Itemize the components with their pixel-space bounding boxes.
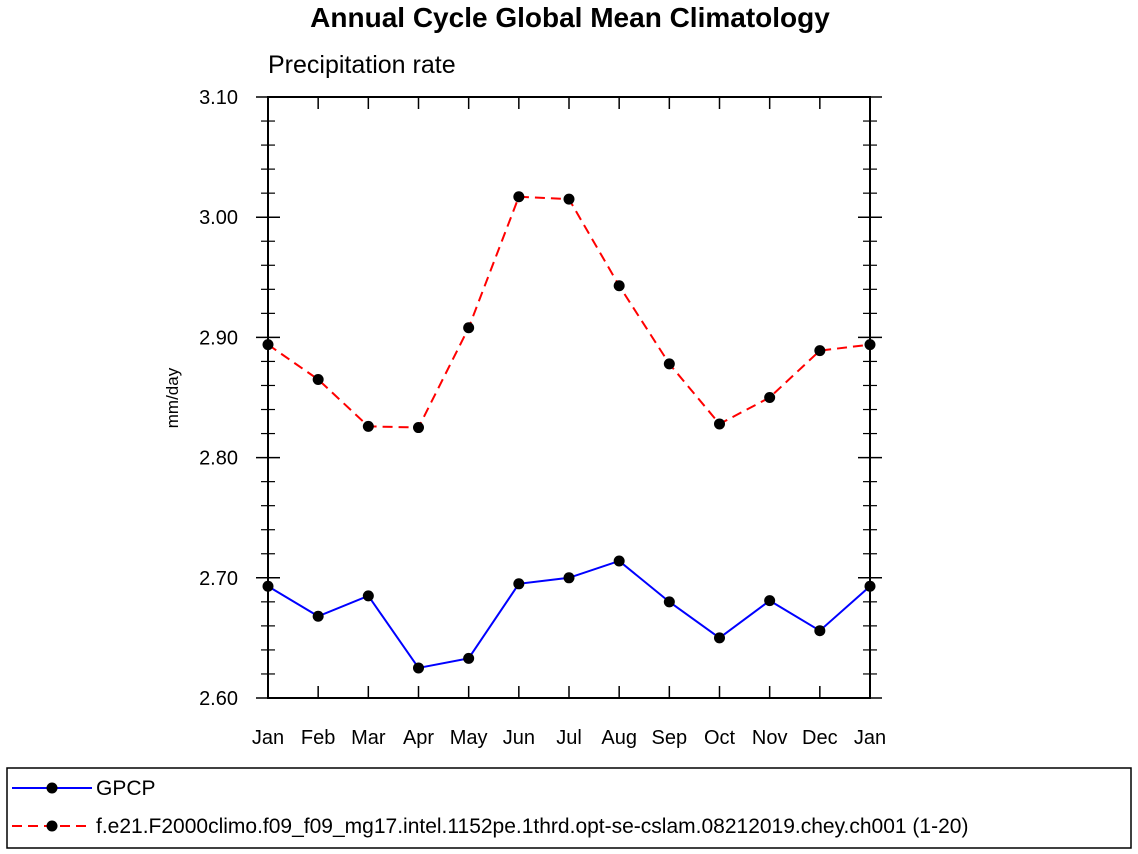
data-point [764, 595, 776, 607]
data-point [413, 662, 424, 674]
data-point [513, 191, 525, 203]
x-tick-label: Jan [854, 727, 886, 749]
data-point [764, 392, 776, 403]
data-point [864, 580, 876, 592]
data-point [362, 590, 374, 602]
x-tick-label: Feb [301, 727, 335, 749]
data-point [864, 339, 876, 351]
x-tick-label: Jun [503, 727, 535, 749]
y-tick-label: 3.00 [199, 207, 238, 229]
x-tick-label: Aug [601, 727, 637, 749]
y-tick-label: 2.70 [199, 568, 238, 590]
legend: GPCP f.e21.F2000climo.f09_f09_mg17.intel.… [6, 767, 1132, 849]
series-line [267, 195, 871, 429]
series-2 [262, 191, 876, 434]
data-point [312, 373, 324, 385]
chart-subtitle: Precipitation rate [268, 51, 456, 79]
data-point [663, 596, 675, 608]
x-tick-label: Dec [802, 727, 838, 749]
x-tick-label: Oct [704, 727, 736, 749]
legend-label: f.e21.F2000climo.f09_f09_mg17.intel.1152… [96, 815, 968, 838]
data-point [312, 610, 324, 622]
legend-marker [46, 820, 58, 832]
data-point [613, 555, 625, 567]
plot-frame [267, 96, 871, 699]
data-point [563, 193, 575, 205]
y-tick-label: 2.80 [199, 448, 238, 470]
data-point [714, 632, 725, 644]
data-point [814, 345, 826, 357]
x-tick-label: May [450, 727, 488, 749]
data-point [663, 358, 675, 370]
data-point [814, 625, 826, 637]
y-tick-label: 2.60 [199, 688, 238, 710]
x-tick-label: Apr [403, 727, 434, 749]
y-tick-label: 3.10 [199, 87, 238, 109]
y-tick-label: 2.90 [199, 327, 238, 349]
y-axis-label: mm/day [163, 367, 182, 428]
data-point [413, 422, 424, 434]
data-point [563, 572, 575, 584]
data-point [463, 652, 475, 664]
data-point [262, 580, 274, 592]
legend-label: GPCP [96, 777, 156, 800]
plot-axes: Jan Feb Mar Apr May Jun Jul Aug Sep Oct Nov Dec Jan 2… [199, 87, 886, 749]
x-tick-label: Jan [252, 727, 284, 749]
legend-box [6, 767, 1132, 849]
data-point [262, 339, 274, 351]
data-point [714, 418, 725, 430]
data-point [362, 420, 374, 432]
x-tick-label: Sep [652, 727, 688, 749]
x-tick-label: Nov [752, 727, 788, 749]
series-layer [262, 191, 876, 674]
x-tick-label: Mar [351, 727, 386, 749]
chart-title: Annual Cycle Global Mean Climatology [310, 2, 830, 33]
legend-marker [46, 782, 58, 794]
x-tick-label: Jul [556, 727, 582, 749]
data-point [513, 578, 525, 590]
data-point [613, 280, 625, 292]
series-1 [262, 555, 876, 674]
data-point [463, 322, 475, 334]
